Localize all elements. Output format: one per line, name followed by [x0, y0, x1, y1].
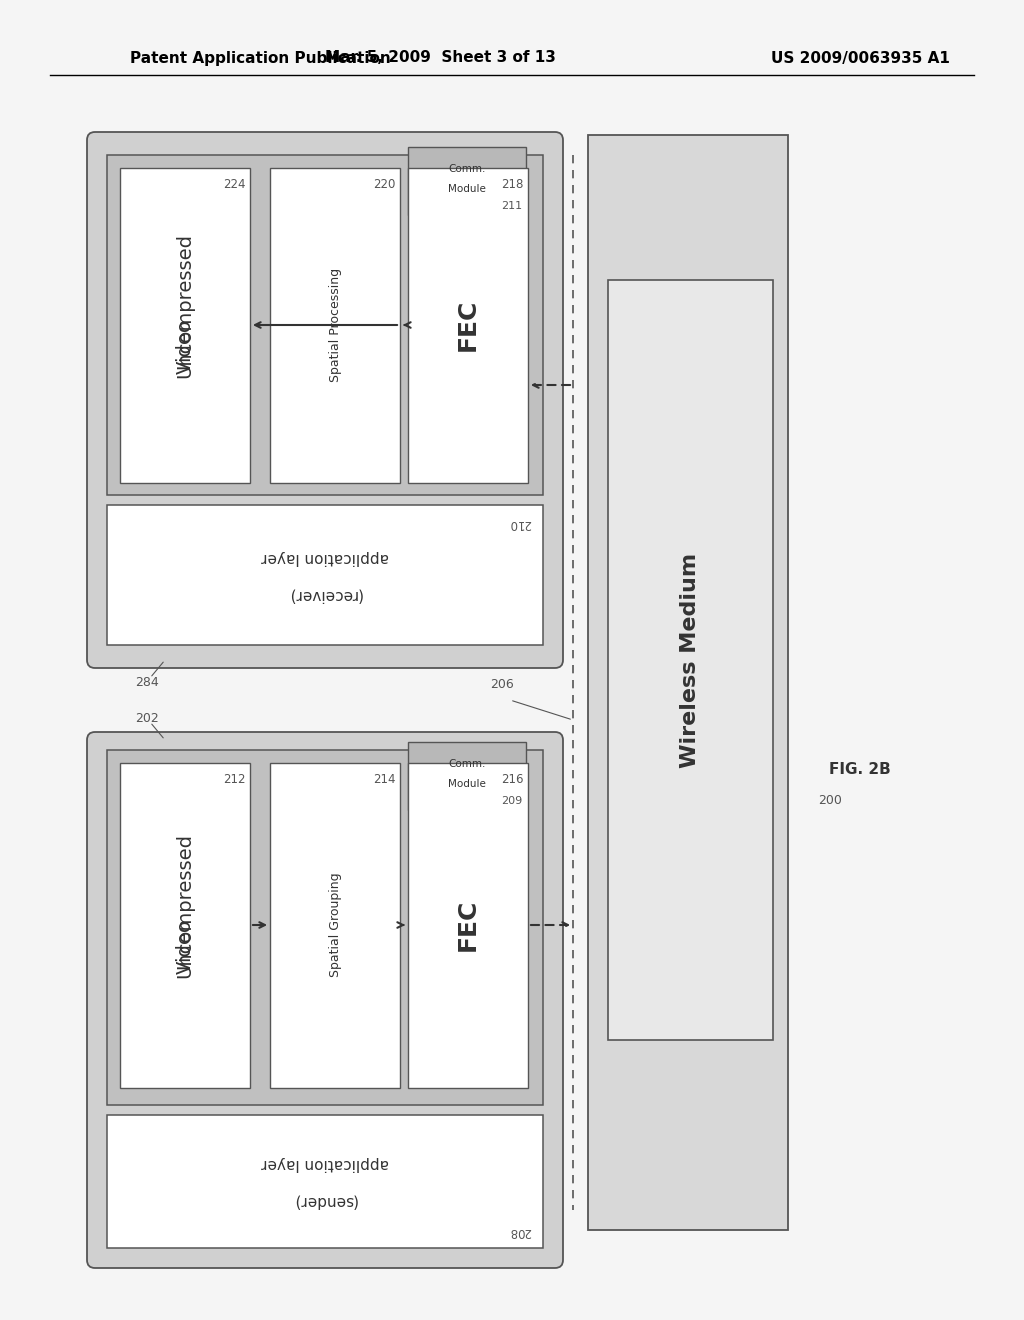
Bar [106, 1115, 543, 1247]
Text: 214: 214 [374, 774, 396, 785]
Text: Video: Video [175, 319, 195, 375]
Text: Video: Video [175, 920, 195, 974]
Text: Comm.: Comm. [449, 164, 485, 174]
FancyBboxPatch shape [87, 132, 563, 668]
FancyBboxPatch shape [87, 733, 563, 1269]
Text: Uncompressed: Uncompressed [175, 833, 195, 978]
Text: 224: 224 [223, 178, 246, 191]
Text: 220: 220 [374, 178, 396, 191]
Bar [120, 168, 250, 483]
Text: application layer: application layer [261, 1155, 389, 1171]
Bar [120, 763, 250, 1088]
Text: 206: 206 [490, 678, 514, 692]
Bar [270, 763, 400, 1088]
Text: US 2009/0063935 A1: US 2009/0063935 A1 [771, 50, 949, 66]
Text: Uncompressed: Uncompressed [175, 232, 195, 378]
Bar [106, 750, 543, 1105]
Text: Module: Module [449, 183, 486, 194]
Text: Comm.: Comm. [449, 759, 485, 770]
Bar [408, 147, 526, 215]
Text: 211: 211 [501, 201, 522, 211]
Bar [408, 168, 528, 483]
Text: application layer: application layer [261, 549, 389, 565]
Bar [408, 742, 526, 810]
Text: (sender): (sender) [293, 1193, 357, 1209]
Text: 218: 218 [502, 178, 524, 191]
Text: FEC: FEC [456, 899, 480, 952]
Text: Mar. 5, 2009  Sheet 3 of 13: Mar. 5, 2009 Sheet 3 of 13 [325, 50, 555, 66]
Text: 200: 200 [818, 793, 842, 807]
Text: (receiver): (receiver) [288, 587, 362, 602]
Text: Patent Application Publication: Patent Application Publication [130, 50, 391, 66]
Text: FIG. 2B: FIG. 2B [829, 763, 891, 777]
Bar [608, 280, 773, 1040]
Text: Module: Module [449, 779, 486, 789]
Text: 216: 216 [502, 774, 524, 785]
Bar [588, 135, 788, 1230]
Bar [106, 506, 543, 645]
Text: 208: 208 [509, 1225, 531, 1238]
Text: 284: 284 [135, 676, 159, 689]
Text: Spatial Grouping: Spatial Grouping [329, 873, 341, 977]
Text: Spatial Processing: Spatial Processing [329, 268, 341, 381]
Bar [106, 154, 543, 495]
Text: FEC: FEC [456, 298, 480, 351]
Text: 210: 210 [509, 517, 531, 531]
Bar [270, 168, 400, 483]
Text: Wireless Medium: Wireless Medium [680, 553, 700, 767]
Bar [408, 763, 528, 1088]
Text: 212: 212 [223, 774, 246, 785]
Text: 209: 209 [501, 796, 522, 807]
Text: 202: 202 [135, 711, 159, 725]
